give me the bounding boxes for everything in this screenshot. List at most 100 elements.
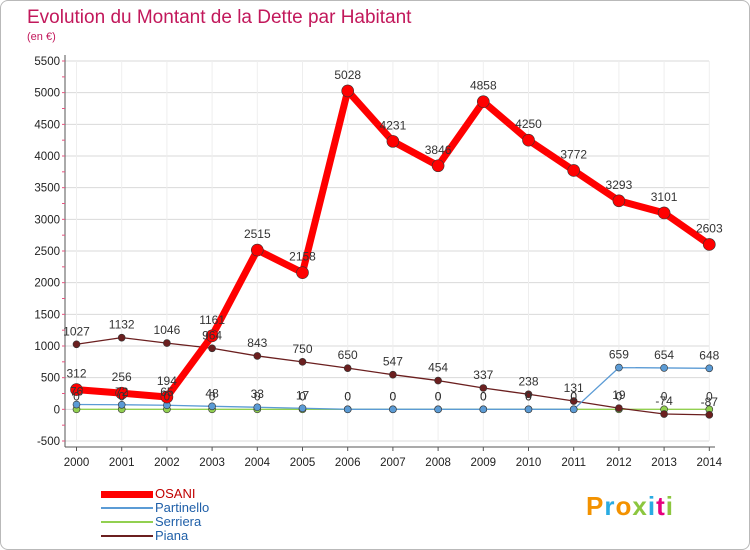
x-tick-label: 2003 — [199, 457, 225, 469]
data-point-osani — [70, 383, 83, 396]
data-label-piana: 19 — [612, 388, 626, 402]
data-point-piana — [524, 390, 533, 399]
y-tick-label: -500 — [37, 436, 60, 448]
data-label-serriera: 0 — [209, 389, 216, 403]
data-label-osani: 256 — [112, 370, 132, 384]
y-tick-label: 2000 — [34, 278, 60, 290]
data-point-osani — [386, 135, 400, 148]
data-point-partinello — [253, 403, 262, 412]
y-tick-label: 1500 — [34, 309, 60, 321]
data-label-partinello: 648 — [699, 348, 719, 362]
data-point-piana — [72, 340, 81, 349]
legend-swatch — [101, 490, 153, 498]
x-tick-label: 2012 — [606, 457, 632, 469]
data-label-piana: -74 — [655, 394, 673, 408]
data-point-piana — [705, 411, 714, 419]
data-point-osani — [296, 266, 309, 279]
data-point-osani — [115, 386, 128, 400]
logo-letter: r — [604, 491, 616, 521]
data-point-partinello — [298, 404, 307, 413]
x-tick-label: 2002 — [154, 457, 180, 469]
data-point-partinello — [343, 405, 352, 414]
x-tick-label: 2001 — [109, 457, 135, 469]
data-point-piana — [389, 370, 397, 379]
data-point-piana — [343, 364, 352, 372]
data-point-osani — [160, 390, 174, 404]
data-label-piana: 131 — [564, 381, 584, 395]
data-point-partinello — [208, 402, 216, 411]
data-point-partinello — [389, 405, 397, 414]
data-label-piana: 843 — [247, 336, 267, 350]
data-label-piana: 1046 — [154, 323, 181, 337]
data-label-osani: 2158 — [289, 250, 316, 264]
data-point-partinello — [615, 363, 623, 372]
data-label-piana: 1027 — [63, 324, 90, 338]
x-tick-label: 2004 — [245, 457, 271, 469]
data-label-piana: 650 — [338, 348, 358, 362]
y-tick-label: 2500 — [34, 246, 60, 258]
data-point-osani — [657, 206, 671, 220]
data-label-osani: 3846 — [425, 143, 452, 157]
data-label-partinello: 0 — [435, 389, 442, 403]
data-label-partinello: 76 — [70, 385, 84, 399]
legend-label: OSANI — [155, 486, 196, 501]
data-label-osani: 312 — [66, 367, 86, 381]
x-tick-label: 2013 — [651, 457, 677, 469]
data-label-serriera: 0 — [344, 389, 351, 403]
data-label-serriera: 0 — [390, 389, 397, 403]
legend-swatch — [101, 521, 153, 523]
data-label-serriera: 0 — [435, 389, 442, 403]
data-label-partinello: 0 — [390, 389, 397, 403]
data-label-piana: 547 — [383, 355, 403, 369]
chart-subtitle: (en €) — [27, 31, 56, 43]
data-label-serriera: 0 — [525, 389, 532, 403]
data-label-serriera: 0 — [299, 389, 306, 403]
data-label-serriera: 0 — [254, 389, 261, 403]
data-label-serriera: 0 — [164, 389, 171, 403]
data-label-serriera: 0 — [706, 389, 713, 403]
data-point-piana — [208, 344, 216, 353]
data-label-piana: 1132 — [109, 318, 135, 332]
data-label-piana: 750 — [292, 342, 312, 356]
data-point-piana — [298, 358, 307, 366]
legend-label: Piana — [155, 528, 189, 543]
data-point-osani — [341, 84, 355, 98]
chart-legend: OSANI Partinello Serriera Piana — [101, 487, 301, 543]
data-point-piana — [660, 410, 668, 418]
data-label-osani: 4250 — [515, 117, 542, 131]
data-point-partinello — [117, 400, 126, 409]
data-point-osani — [567, 164, 581, 177]
data-point-partinello — [72, 400, 81, 409]
data-point-piana — [434, 376, 442, 385]
data-label-partinello: 0 — [480, 389, 487, 403]
data-label-piana: 964 — [202, 328, 222, 342]
data-label-partinello: 65 — [160, 385, 174, 399]
data-label-osani: 1161 — [199, 313, 225, 327]
data-label-serriera: 0 — [73, 389, 80, 403]
data-label-osani: 4231 — [380, 118, 407, 132]
data-label-piana: 454 — [428, 361, 448, 375]
data-point-piana — [479, 384, 488, 392]
data-label-partinello: 654 — [654, 348, 674, 362]
logo-letter: t — [656, 491, 666, 521]
data-label-osani: 4858 — [470, 79, 497, 93]
data-point-osani — [702, 238, 716, 251]
data-label-osani: 2515 — [244, 227, 271, 241]
data-point-osani — [476, 95, 490, 108]
legend-item-piana: Piana — [101, 529, 301, 543]
data-label-partinello: 0 — [570, 389, 577, 403]
data-point-partinello — [479, 405, 488, 414]
y-tick-label: 4500 — [34, 119, 60, 131]
legend-label: Serriera — [155, 514, 202, 529]
data-point-piana — [253, 352, 262, 360]
logo-letter: P — [586, 491, 605, 521]
logo-letter: o — [615, 491, 633, 521]
data-label-partinello: 17 — [296, 388, 310, 402]
data-point-osani — [250, 243, 264, 257]
data-label-serriera: 0 — [480, 389, 487, 403]
y-tick-label: 0 — [54, 404, 60, 416]
data-label-partinello: 0 — [525, 389, 532, 403]
data-label-osani: 194 — [157, 374, 177, 388]
legend-item-partinello: Partinello — [101, 501, 301, 515]
